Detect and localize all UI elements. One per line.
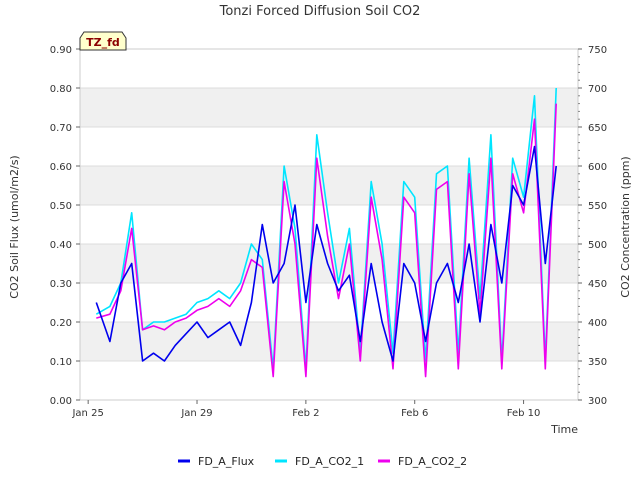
legend-label-FD_A_CO2_1: FD_A_CO2_1: [295, 455, 364, 468]
left-tick-label-2: 0.20: [50, 318, 72, 329]
series-line-FD_A_CO2_1: [95, 87, 557, 370]
legend: FD_A_Flux FD_A_CO2_1 FD_A_CO2_2: [178, 455, 467, 468]
right-tick-label-5: 550: [588, 201, 607, 212]
right-tick-label-1: 350: [588, 357, 607, 368]
x-tick-label-1: Jan 29: [180, 408, 212, 419]
right-tick-label-8: 700: [588, 84, 607, 95]
left-tick-label-7: 0.70: [50, 123, 72, 134]
right-tick-label-2: 400: [588, 318, 607, 329]
site-badge-label: TZ_fd: [86, 36, 120, 49]
x-tick-label-3: Feb 6: [401, 408, 428, 419]
left-tick-label-0: 0.00: [50, 396, 72, 407]
left-tick-label-9: 0.90: [50, 45, 72, 56]
legend-label-FD_A_Flux: FD_A_Flux: [198, 455, 255, 468]
x-axis-label: Time: [550, 423, 578, 436]
left-tick-label-5: 0.50: [50, 201, 72, 212]
site-badge-shape: [79, 31, 127, 51]
chart-title: Tonzi Forced Diffusion Soil CO2: [219, 4, 421, 19]
x-tick-label-0: Jan 25: [71, 408, 103, 419]
series-line-FD_A_CO2_2: [96, 103, 557, 378]
left-tick-label-3: 0.30: [50, 279, 72, 290]
right-tick-label-9: 750: [588, 45, 607, 56]
left-tick-label-6: 0.60: [50, 162, 72, 173]
y-axis-left-label: CO2 Soil Flux (umol/m2/s): [8, 155, 21, 298]
x-tick-label-2: Feb 2: [292, 408, 319, 419]
right-tick-label-6: 600: [588, 162, 607, 173]
series-lines: [95, 87, 557, 378]
x-axis: Jan 25 Jan 29 Feb 2 Feb 6 Feb 10: [71, 400, 540, 419]
shaded-band-3: [80, 88, 578, 127]
site-badge: TZ_fd: [79, 31, 127, 51]
right-tick-label-7: 650: [588, 123, 607, 134]
right-tick-label-4: 500: [588, 240, 607, 251]
y-axis-right-label: CO2 Concentration (ppm): [619, 156, 632, 297]
right-axis: 300 350 400 450 500 550 600 650 700 750: [578, 45, 607, 407]
right-tick-label-3: 450: [588, 279, 607, 290]
plot-frame: [79, 48, 579, 401]
series-line-FD_A_Flux: [95, 145, 557, 362]
legend-label-FD_A_CO2_2: FD_A_CO2_2: [398, 455, 467, 468]
left-tick-label-1: 0.10: [50, 357, 72, 368]
right-tick-label-0: 300: [588, 396, 607, 407]
left-axis: 0.00 0.10 0.20 0.30 0.40 0.50 0.60 0.70 0.80 0.90: [50, 45, 80, 407]
left-tick-label-8: 0.80: [50, 84, 72, 95]
shaded-band-2: [80, 166, 578, 205]
left-tick-label-4: 0.40: [50, 240, 72, 251]
x-tick-label-4: Feb 10: [507, 408, 541, 419]
